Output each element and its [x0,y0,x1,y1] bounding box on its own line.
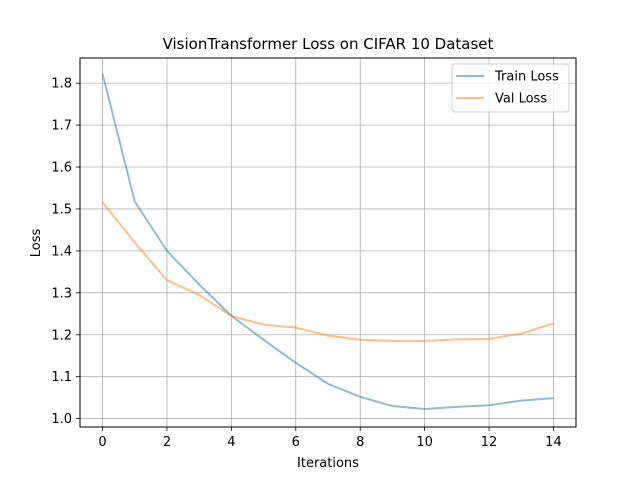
y-axis-label: Loss [29,229,44,258]
chart-title: VisionTransformer Loss on CIFAR 10 Datas… [163,35,494,53]
series-lines [101,73,554,410]
x-tick-label: 6 [292,435,300,450]
x-tick-label: 0 [98,435,106,450]
y-tick-label: 1.5 [51,202,72,217]
y-tick-label: 1.8 [51,77,72,92]
y-tick-label: 1.7 [51,119,72,134]
x-tick-label: 8 [356,435,364,450]
x-tick-label: 10 [416,435,433,450]
y-tick-label: 1.4 [51,244,72,259]
val-loss-line [101,201,554,343]
x-tick-label: 4 [227,435,235,450]
y-tick-label: 1.2 [51,328,72,343]
x-tick-label: 2 [163,435,171,450]
legend-label-val-loss: Val Loss [495,92,547,107]
x-tick-label: 14 [545,435,562,450]
y-tick-label: 1.3 [51,286,72,301]
x-axis-label: Iterations [297,456,359,471]
y-tick-label: 1.1 [51,370,72,385]
y-tick-label: 1.0 [51,412,72,427]
y-tick-label: 1.6 [51,161,72,176]
x-tick-label: 12 [481,435,498,450]
legend-label-train-loss: Train Loss [494,70,559,85]
y-axis: 1.0 1.1 1.2 1.3 1.4 1.5 1.6 1.7 1.8 [51,77,80,427]
plot-frame [79,57,577,428]
legend: Train Loss Val Loss [451,63,570,113]
x-axis: 0 2 4 6 8 10 12 14 [98,427,562,450]
train-loss-line [101,73,554,410]
